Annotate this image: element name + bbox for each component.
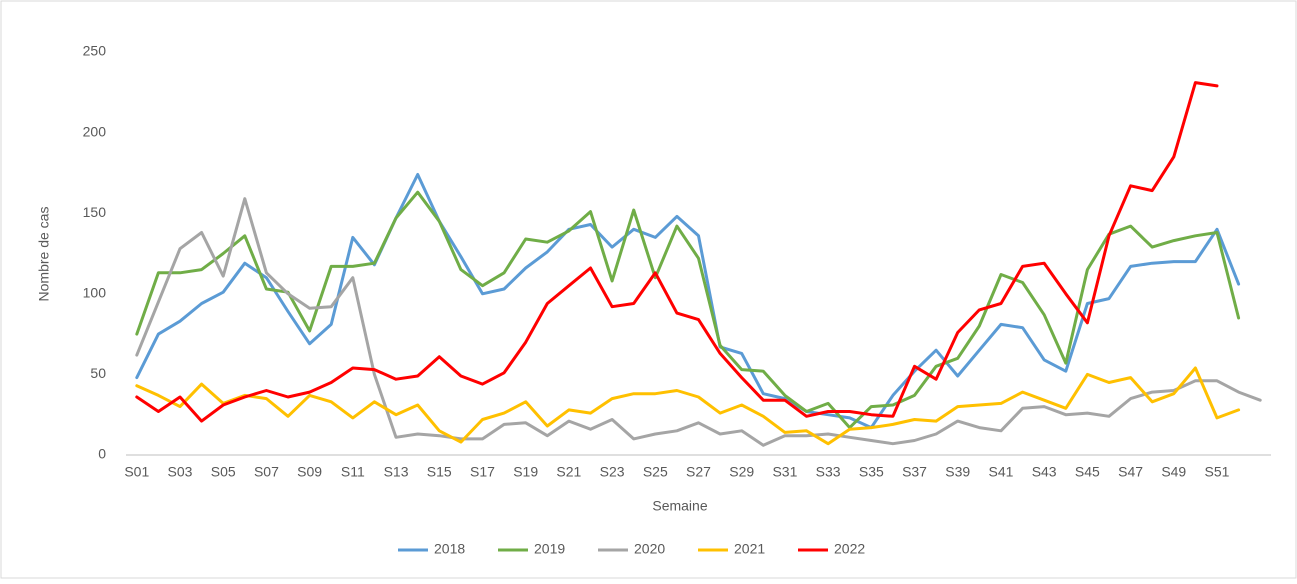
- line-series: [135, 190, 1241, 430]
- y-tick-label: 100: [83, 285, 107, 301]
- x-tick-label: S31: [772, 464, 797, 480]
- legend-label: 2019: [534, 541, 565, 557]
- x-tick-label: S39: [945, 464, 970, 480]
- x-tick-label: S43: [1032, 464, 1057, 480]
- x-tick-label: S49: [1161, 464, 1186, 480]
- line-series: [135, 81, 1219, 423]
- line-series: [135, 197, 1262, 447]
- x-tick-label: S35: [859, 464, 884, 480]
- y-tick-label: 250: [83, 43, 107, 59]
- x-tick-label: S01: [124, 464, 149, 480]
- x-tick-label: S41: [988, 464, 1013, 480]
- legend-label: 2022: [834, 541, 865, 557]
- x-tick-label: S09: [297, 464, 322, 480]
- x-tick-label: S21: [556, 464, 581, 480]
- x-tick-label: S15: [427, 464, 452, 480]
- line-series: [135, 173, 1241, 430]
- legend-label: 2020: [634, 541, 665, 557]
- x-tick-label: S33: [816, 464, 841, 480]
- x-tick-label: S37: [902, 464, 927, 480]
- x-tick-label: S47: [1118, 464, 1143, 480]
- x-tick-label: S25: [643, 464, 668, 480]
- x-tick-label: S29: [729, 464, 754, 480]
- x-tick-label: S27: [686, 464, 711, 480]
- x-tick-label: S45: [1075, 464, 1100, 480]
- x-tick-label: S51: [1205, 464, 1230, 480]
- line-series: [135, 366, 1241, 446]
- y-tick-label: 50: [90, 365, 106, 381]
- x-tick-label: S23: [600, 464, 625, 480]
- x-tick-label: S17: [470, 464, 495, 480]
- x-tick-label: S03: [168, 464, 193, 480]
- y-axis-title: Nombre de cas: [36, 207, 52, 302]
- legend-label: 2021: [734, 541, 765, 557]
- x-tick-label: S19: [513, 464, 538, 480]
- x-tick-label: S05: [211, 464, 236, 480]
- legend-label: 2018: [434, 541, 465, 557]
- x-tick-label: S13: [384, 464, 409, 480]
- x-tick-label: S11: [341, 464, 365, 480]
- y-tick-label: 0: [98, 446, 106, 462]
- x-axis-title: Semaine: [652, 498, 707, 514]
- x-tick-label: S07: [254, 464, 279, 480]
- y-tick-label: 150: [83, 204, 107, 220]
- y-tick-label: 200: [83, 123, 107, 139]
